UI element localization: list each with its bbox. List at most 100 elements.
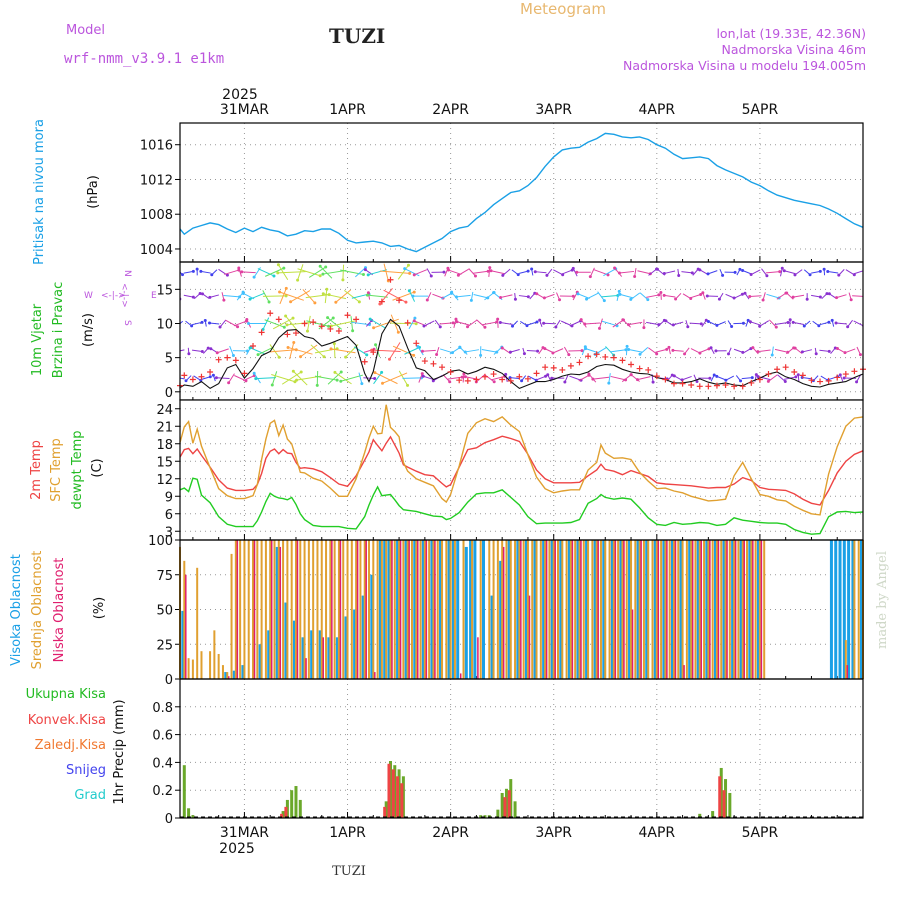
wind-arrow	[363, 377, 375, 380]
wind-gust-point	[275, 316, 282, 323]
wind-arrow	[456, 294, 471, 298]
wind-arrow	[257, 346, 274, 356]
wind-arrow-head	[489, 269, 493, 273]
wind-gust-point	[301, 320, 308, 327]
bottom-year-label: 2025	[219, 841, 255, 857]
wind-arrow	[725, 293, 735, 299]
high-cloud-bar	[275, 546, 279, 679]
wind-arrow	[238, 267, 242, 277]
precipitation-ytick-label: 0.8	[152, 701, 173, 716]
mid-cloud-bar	[333, 540, 336, 679]
wind-arrow-head	[286, 345, 290, 349]
mid-cloud-bar	[737, 540, 740, 679]
mid-cloud-bar	[299, 540, 302, 679]
wind-arrow-head	[665, 347, 669, 351]
wind-arrow	[389, 342, 401, 360]
high-cloud-bar	[499, 560, 503, 679]
mid-cloud-bar	[608, 540, 611, 679]
wind-arrow	[475, 374, 486, 383]
wind-arrow-head	[783, 379, 787, 383]
wind-arrow	[628, 348, 643, 353]
wind-arrow	[793, 294, 805, 298]
wind-arrow-head	[782, 269, 786, 273]
wind-arrow-head	[331, 316, 335, 320]
temperature-ytick-label: 24	[156, 403, 173, 418]
wind-arrow	[442, 374, 451, 383]
wind-arrow-head	[633, 274, 637, 278]
wind-gust-point	[602, 353, 609, 360]
temperature-panel: 3 6 9 12 15 18 21 24	[156, 400, 864, 540]
low-cloud-bar	[374, 672, 376, 679]
wind-arrow-head	[214, 376, 218, 380]
top-date-label: 3APR	[535, 102, 572, 118]
high-cloud-bar	[653, 540, 657, 679]
mid-cloud-bar	[758, 540, 761, 679]
wind-gust-point	[353, 316, 360, 323]
wind-gust-point	[688, 381, 695, 388]
wind-arrow	[774, 348, 788, 353]
mid-cloud-bar	[599, 540, 602, 679]
wind-gust-point	[825, 377, 832, 384]
high-cloud-bar	[696, 540, 700, 679]
wind-arrow	[835, 322, 848, 325]
wind-arrow-head	[817, 324, 821, 328]
wind-arrow-head	[671, 323, 675, 327]
elevation-info: Nadmorska Visina 46m	[722, 42, 866, 57]
wind-arrow	[765, 271, 780, 274]
wind-arrow-head	[326, 316, 330, 320]
bottom-date-axis: 31MAR 1APR 2APR 3APR 4APR 5APR	[220, 825, 779, 841]
mid-cloud-bar	[183, 560, 186, 679]
wind-arrow-head	[655, 267, 659, 271]
mid-cloud-bar	[277, 540, 280, 679]
wind-arrow	[827, 271, 839, 274]
high-cloud-bar	[181, 610, 185, 679]
wind-arrow-head	[756, 375, 760, 379]
mid-cloud-bar	[294, 540, 297, 679]
wind-arrow	[459, 346, 468, 355]
total-precip-bar	[290, 790, 294, 818]
wind-arrow-head	[717, 297, 721, 301]
wind-arrow	[664, 294, 676, 298]
wind-gust-point	[774, 366, 781, 373]
conv-precip-bar	[387, 763, 391, 818]
wind-arrow-head	[855, 380, 859, 384]
wind-arrow-head	[750, 376, 754, 380]
wind-arrow-head	[598, 326, 602, 330]
wind-gust-point	[748, 379, 755, 386]
mid-cloud-bar	[200, 651, 203, 679]
wind-arrow	[324, 289, 328, 304]
wind-arrow-head	[674, 297, 678, 301]
wind-arrow-head	[830, 318, 834, 322]
wind-arrow-head	[575, 270, 579, 274]
wind-arrow-head	[698, 268, 702, 272]
mid-cloud-bar	[728, 540, 731, 679]
mid-cloud-bar	[501, 540, 504, 679]
wind-arrow	[397, 264, 409, 280]
wind-arrow	[535, 271, 547, 274]
wind-arrow	[811, 294, 821, 298]
mid-cloud-bar	[325, 540, 328, 679]
wind-arrow	[785, 347, 794, 355]
wind-arrow	[201, 376, 211, 381]
wind-arrow-head	[366, 273, 370, 277]
wind-arrow	[527, 375, 537, 381]
wind-arrow	[367, 294, 388, 298]
wind-arrow-head	[642, 326, 646, 330]
mid-cloud-bar	[844, 640, 847, 679]
wind-arrow	[526, 349, 538, 352]
wind-arrow-head	[591, 377, 595, 381]
wind-arrow-head	[252, 275, 256, 279]
wind-gust-point	[645, 366, 652, 373]
wind-arrow	[297, 268, 321, 277]
wind-arrow-head	[455, 320, 459, 324]
high-cloud-bar	[593, 540, 597, 679]
conv-precip-bar	[400, 783, 404, 818]
wind-arrow-head	[584, 347, 588, 351]
high-cloud-bar	[335, 637, 339, 679]
wind-gust-point	[481, 373, 488, 380]
wind-arrow	[449, 347, 461, 355]
wind-arrow	[543, 322, 556, 325]
mid-cloud-bar	[552, 540, 555, 679]
wind-arrow	[742, 270, 752, 275]
high-cloud-bar	[507, 540, 511, 679]
